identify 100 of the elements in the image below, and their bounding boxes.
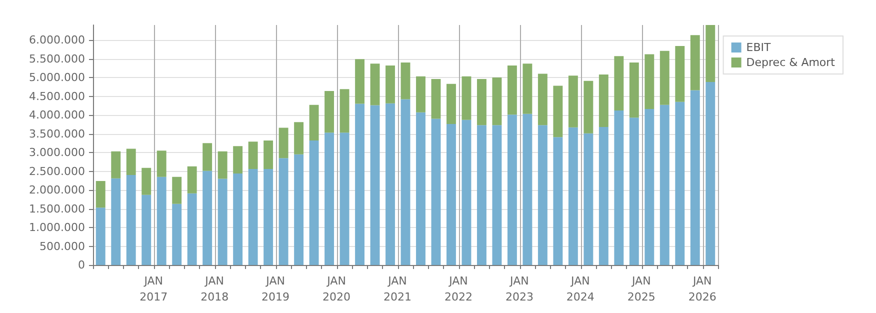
x-tick-label: JAN 2020 <box>322 274 351 304</box>
x-tick-label: JAN 2017 <box>140 274 168 304</box>
y-tick-label: 2.000.000 <box>29 184 85 196</box>
bar <box>584 133 594 265</box>
x-tick-label: JAN 2026 <box>688 274 716 304</box>
bar <box>644 54 654 109</box>
bar <box>202 143 212 171</box>
bar <box>142 168 152 195</box>
bar <box>187 193 197 265</box>
bar <box>355 104 364 265</box>
bar <box>126 175 136 265</box>
bar <box>568 76 578 128</box>
bar <box>340 132 350 265</box>
bar <box>156 150 166 177</box>
bar <box>553 86 563 138</box>
bar <box>233 146 243 174</box>
bar <box>340 89 350 133</box>
bar <box>355 59 364 104</box>
bar <box>690 90 700 265</box>
bar <box>522 64 532 114</box>
bar <box>370 105 380 265</box>
bar <box>324 91 334 133</box>
bar <box>675 46 685 102</box>
bar <box>96 181 106 208</box>
bar <box>309 104 319 140</box>
bar <box>706 25 716 82</box>
bar <box>507 66 517 115</box>
bar <box>309 140 319 265</box>
bar <box>264 169 274 265</box>
bar <box>629 118 639 265</box>
x-tick-label: JAN 2023 <box>505 274 534 304</box>
bar <box>446 124 456 265</box>
bar <box>598 74 608 127</box>
bar <box>446 84 456 124</box>
x-tick-label: JAN 2022 <box>444 274 472 304</box>
bar <box>156 176 166 265</box>
bar <box>233 174 243 265</box>
y-tick-label: 2.500.000 <box>29 164 85 178</box>
bar <box>187 166 197 194</box>
x-tick-label: JAN 2018 <box>200 274 229 304</box>
y-tick-label: 1.000.000 <box>29 221 85 234</box>
bar <box>538 74 548 126</box>
bar <box>416 76 426 112</box>
legend-label: Deprec & Amort <box>746 56 836 69</box>
bar <box>476 125 486 265</box>
bar <box>202 170 212 265</box>
bar <box>675 102 685 265</box>
bar <box>644 109 654 265</box>
bar <box>248 142 258 169</box>
bar <box>142 194 152 265</box>
bar <box>614 110 624 265</box>
bar <box>218 178 228 265</box>
x-tick-label: JAN 2021 <box>384 274 412 304</box>
bar <box>660 104 670 265</box>
y-tick-label: 500.000 <box>40 240 85 253</box>
x-tick-label: JAN 2019 <box>262 274 290 304</box>
bar <box>218 151 228 179</box>
bar <box>370 64 380 106</box>
bar <box>264 140 274 169</box>
y-tick-label: 0 <box>78 258 85 272</box>
y-tick-label: 3.000.000 <box>29 146 85 159</box>
legend-label: EBIT <box>746 41 772 54</box>
bar <box>386 66 395 104</box>
bar <box>96 208 106 265</box>
bar <box>462 76 472 120</box>
bar <box>400 62 410 100</box>
bar <box>522 114 532 265</box>
bar <box>431 118 441 265</box>
bar <box>111 178 121 265</box>
bar <box>706 82 716 265</box>
bar <box>568 127 578 265</box>
bar <box>400 99 410 265</box>
bar <box>416 112 426 265</box>
y-tick-label: 5.000.000 <box>29 71 85 84</box>
x-tick-label: JAN 2024 <box>566 274 594 304</box>
bar <box>126 148 136 175</box>
bar <box>248 169 258 265</box>
bar <box>538 125 548 265</box>
bar <box>172 204 182 265</box>
bar <box>507 114 517 265</box>
bar <box>492 78 502 126</box>
bar <box>431 79 441 119</box>
bar <box>324 132 334 265</box>
bar <box>386 103 395 265</box>
y-tick-label: 5.500.000 <box>29 52 85 66</box>
y-tick-label: 1.500.000 <box>29 202 85 216</box>
bar <box>476 79 486 126</box>
bar <box>172 176 182 204</box>
y-tick-label: 4.500.000 <box>29 90 85 103</box>
bar <box>629 62 639 118</box>
bar <box>111 151 121 178</box>
bar <box>598 127 608 265</box>
bar <box>584 80 594 134</box>
bar <box>660 50 670 105</box>
y-tick-label: 3.500.000 <box>29 127 85 140</box>
bar <box>690 35 700 90</box>
bar <box>278 128 288 158</box>
x-tick-label: JAN 2025 <box>627 274 656 304</box>
bar <box>294 154 304 265</box>
bar <box>553 137 563 265</box>
